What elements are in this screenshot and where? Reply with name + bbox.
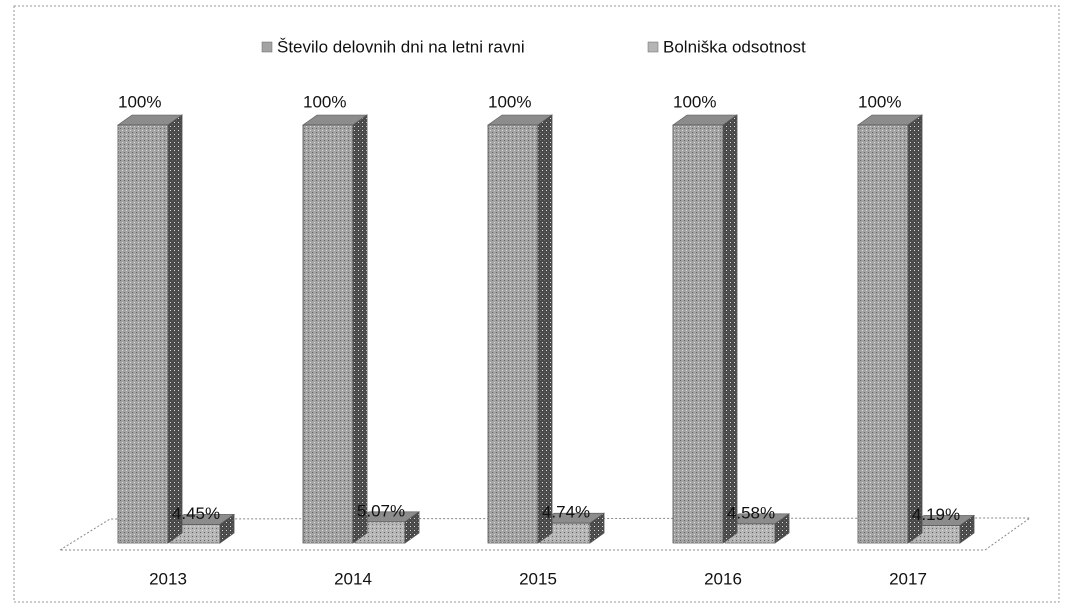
- x-tick-label: 2013: [149, 569, 187, 588]
- bar-face: [352, 114, 368, 544]
- bar-face: [774, 513, 790, 544]
- bar-face: [302, 124, 354, 544]
- bar-face: [589, 512, 605, 544]
- bar-face: [117, 124, 169, 544]
- bar-face: [167, 114, 183, 544]
- bar-face: [537, 114, 553, 544]
- data-label: 100%: [488, 92, 531, 111]
- bar: [539, 512, 605, 544]
- bar: [909, 514, 975, 544]
- data-label: 5.07%: [357, 501, 405, 520]
- legend-swatch: [261, 41, 273, 53]
- data-label: 100%: [858, 92, 901, 111]
- bar-face: [672, 124, 724, 544]
- data-label: 100%: [673, 92, 716, 111]
- bar: [117, 114, 183, 544]
- data-label: 100%: [118, 92, 161, 111]
- legend-swatch: [647, 41, 659, 53]
- legend-label: Število delovnih dni na letni ravni: [277, 37, 525, 56]
- data-label: 4.19%: [912, 505, 960, 524]
- bar-face: [219, 513, 235, 544]
- bar-face: [404, 511, 420, 544]
- chart-border: [13, 5, 1060, 603]
- bar-face: [857, 124, 909, 544]
- bar: [302, 114, 368, 544]
- bar-face: [722, 114, 738, 544]
- data-label: 4.45%: [172, 504, 220, 523]
- x-tick-label: 2016: [704, 569, 742, 588]
- bar: [354, 511, 420, 544]
- bar: [724, 513, 790, 544]
- bar-face: [487, 124, 539, 544]
- bar-face: [959, 514, 975, 544]
- data-label: 4.74%: [542, 503, 590, 522]
- bar: [672, 114, 738, 544]
- x-tick-label: 2014: [334, 569, 372, 588]
- bar: [169, 513, 235, 544]
- bar: [487, 114, 553, 544]
- bar: [857, 114, 923, 544]
- data-label: 100%: [303, 92, 346, 111]
- x-tick-label: 2015: [519, 569, 557, 588]
- data-label: 4.58%: [727, 503, 775, 522]
- bar-face: [907, 114, 923, 544]
- x-tick-label: 2017: [889, 569, 927, 588]
- legend-label: Bolniška odsotnost: [663, 37, 806, 56]
